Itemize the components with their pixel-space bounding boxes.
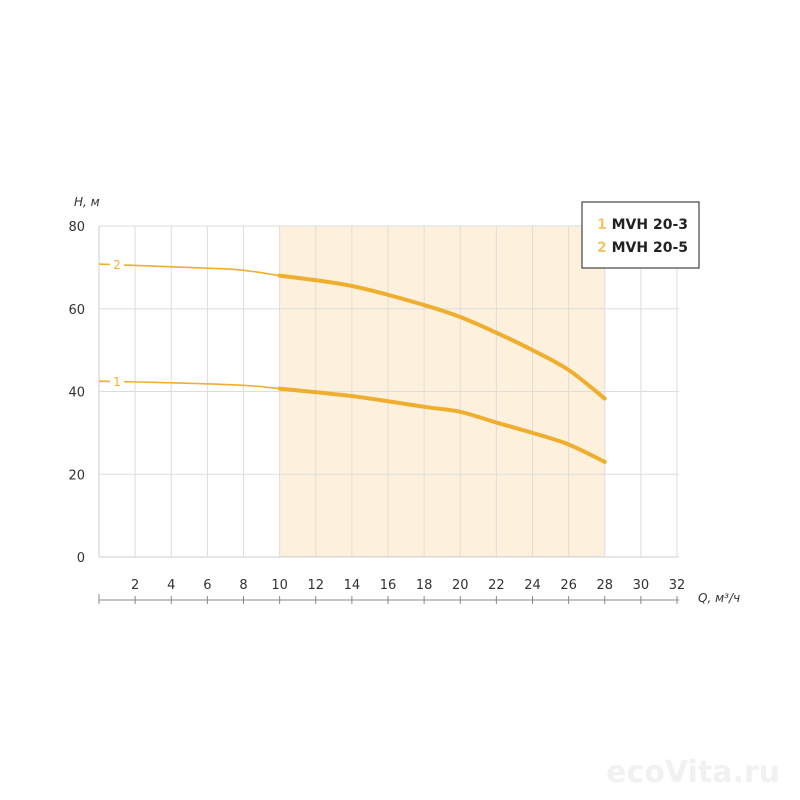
x-tick-label: 10 <box>271 578 288 593</box>
x-tick-label: 26 <box>560 578 577 593</box>
series-2-label: 2 <box>113 258 121 272</box>
x-tick-label: 4 <box>167 578 175 593</box>
series-label-bg <box>110 256 124 271</box>
x-tick-label: 18 <box>416 578 433 593</box>
legend-text: MVH 20-3 <box>612 217 688 233</box>
legend-number: 1 <box>597 217 607 233</box>
y-tick-label: 80 <box>68 220 85 235</box>
x-axis-label: Q, м³/ч <box>698 591 740 605</box>
x-tick-label: 6 <box>203 578 211 593</box>
x-tick-label: 32 <box>669 578 686 593</box>
y-tick-label: 20 <box>68 468 85 483</box>
y-tick-label: 40 <box>68 386 85 401</box>
series-1-curve-extended <box>98 380 280 390</box>
x-tick-label: 16 <box>380 578 397 593</box>
series-label-bg <box>110 373 124 388</box>
series-2-curve-extended <box>98 263 280 277</box>
y-axis-label: H, м <box>74 195 100 209</box>
x-tick-label: 24 <box>524 578 541 593</box>
legend-box <box>581 201 700 269</box>
x-tick-label: 22 <box>488 578 505 593</box>
series-2-curve <box>277 273 607 401</box>
y-tick-label: 0 <box>77 551 85 566</box>
x-tick-label: 2 <box>131 578 139 593</box>
x-tick-label: 8 <box>239 578 247 593</box>
watermark-logo: ecoVita.ru <box>606 755 780 790</box>
legend-entry-2: 2 MVH 20-5 <box>597 240 688 256</box>
x-tick-label: 20 <box>452 578 469 593</box>
legend-number: 2 <box>597 240 607 256</box>
x-tick-label: 30 <box>633 578 650 593</box>
x-tick-label: 12 <box>307 578 324 593</box>
legend: 1 MVH 20-3 2 MVH 20-5 <box>581 201 700 269</box>
y-tick-label: 60 <box>68 303 85 318</box>
x-tick-label: 28 <box>596 578 613 593</box>
series-1-curve <box>277 386 607 464</box>
x-tick-label: 14 <box>344 578 361 593</box>
series-1-label: 1 <box>113 375 121 389</box>
legend-entry-1: 1 MVH 20-3 <box>597 217 688 233</box>
legend-text: MVH 20-5 <box>612 240 688 256</box>
